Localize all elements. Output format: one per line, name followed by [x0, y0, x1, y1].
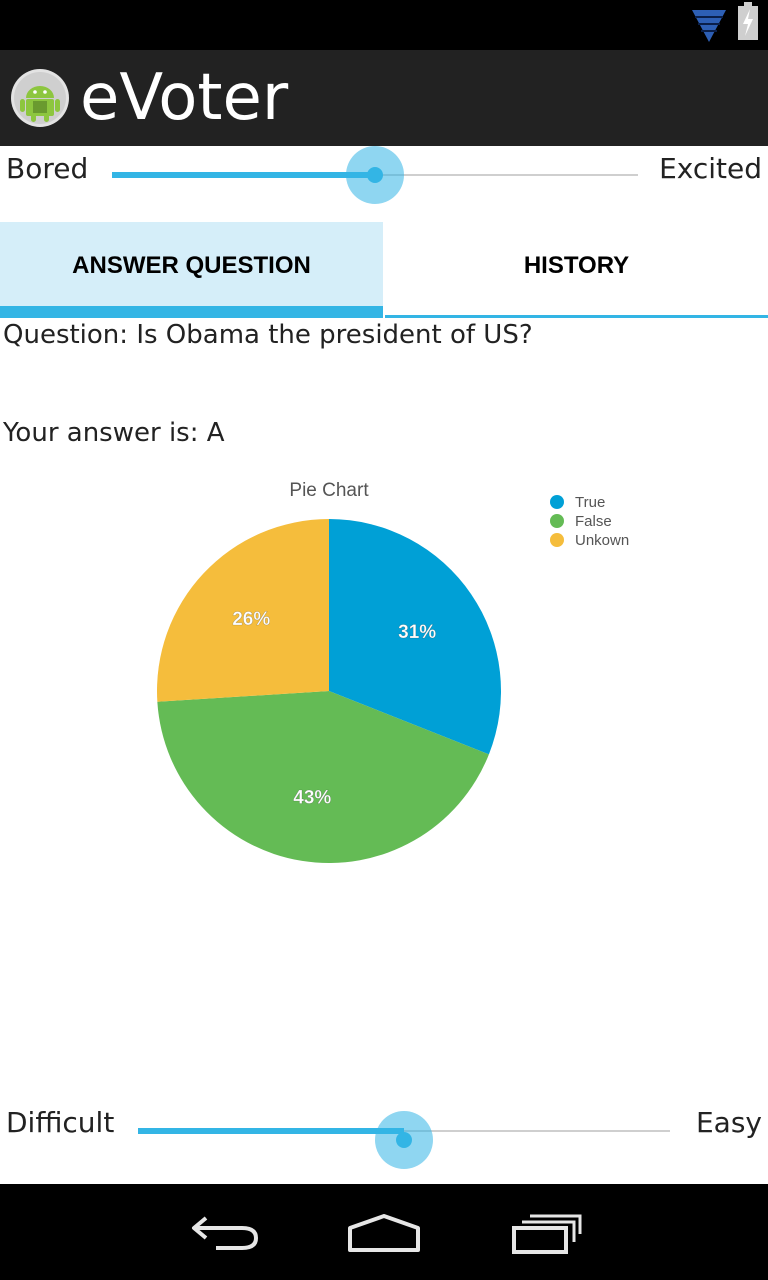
battery-charging-icon: [738, 2, 758, 40]
tab-answer-question-label: ANSWER QUESTION: [72, 252, 311, 279]
wifi-icon: [692, 10, 726, 42]
pie-slice-true: [329, 519, 501, 755]
difficulty-slider-fill: [138, 1128, 404, 1134]
pie-slice-false: [157, 691, 489, 863]
legend-swatch-unkown: [550, 533, 564, 547]
tab-bar: ANSWER QUESTION HISTORY: [0, 222, 768, 318]
difficulty-slider-row: Difficult Easy: [0, 1104, 768, 1174]
app-title: eVoter: [80, 61, 289, 135]
difficulty-max-label: Easy: [695, 1106, 762, 1139]
tab-selected-indicator: [0, 306, 383, 318]
question-text: Question: Is Obama the president of US?: [3, 320, 533, 350]
legend-label-true: True: [575, 494, 605, 511]
navigation-bar: [0, 1184, 768, 1280]
pie-slice-unkown: [157, 519, 329, 702]
tab-history-label: HISTORY: [523, 252, 630, 279]
pie-label-unkown: 26%: [232, 609, 270, 630]
status-bar: [0, 0, 768, 50]
mood-min-label: Bored: [6, 152, 89, 185]
action-bar: eVoter: [0, 50, 768, 146]
home-icon[interactable]: [346, 1212, 422, 1254]
recent-apps-icon[interactable]: [510, 1212, 584, 1256]
mood-slider-thumb-dot: [367, 167, 383, 183]
answer-text: Your answer is: A: [3, 418, 225, 448]
chart-title: Pie Chart: [289, 480, 369, 501]
pie-label-false: 43%: [293, 787, 331, 808]
difficulty-min-label: Difficult: [6, 1106, 115, 1139]
mood-slider-row: Bored Excited: [0, 146, 768, 218]
pie-label-true: 31%: [398, 622, 436, 643]
legend-label-false: False: [575, 513, 612, 530]
tab-answer-question[interactable]: ANSWER QUESTION: [0, 222, 383, 318]
legend-swatch-false: [550, 514, 564, 528]
difficulty-slider-thumb-dot: [396, 1132, 412, 1148]
tab-history[interactable]: HISTORY: [385, 222, 768, 318]
mood-max-label: Excited: [659, 152, 762, 185]
legend-label-unkown: Unkown: [575, 532, 629, 549]
mood-slider[interactable]: [112, 146, 638, 218]
pie-chart: Pie Chart 31% 43% 26% True False Unkown: [157, 480, 629, 863]
difficulty-slider[interactable]: [138, 1104, 670, 1174]
mood-slider-fill: [112, 172, 375, 178]
tab-underline: [385, 315, 768, 318]
legend-swatch-true: [550, 495, 564, 509]
back-icon[interactable]: [188, 1212, 262, 1252]
android-app-icon[interactable]: [10, 68, 70, 128]
